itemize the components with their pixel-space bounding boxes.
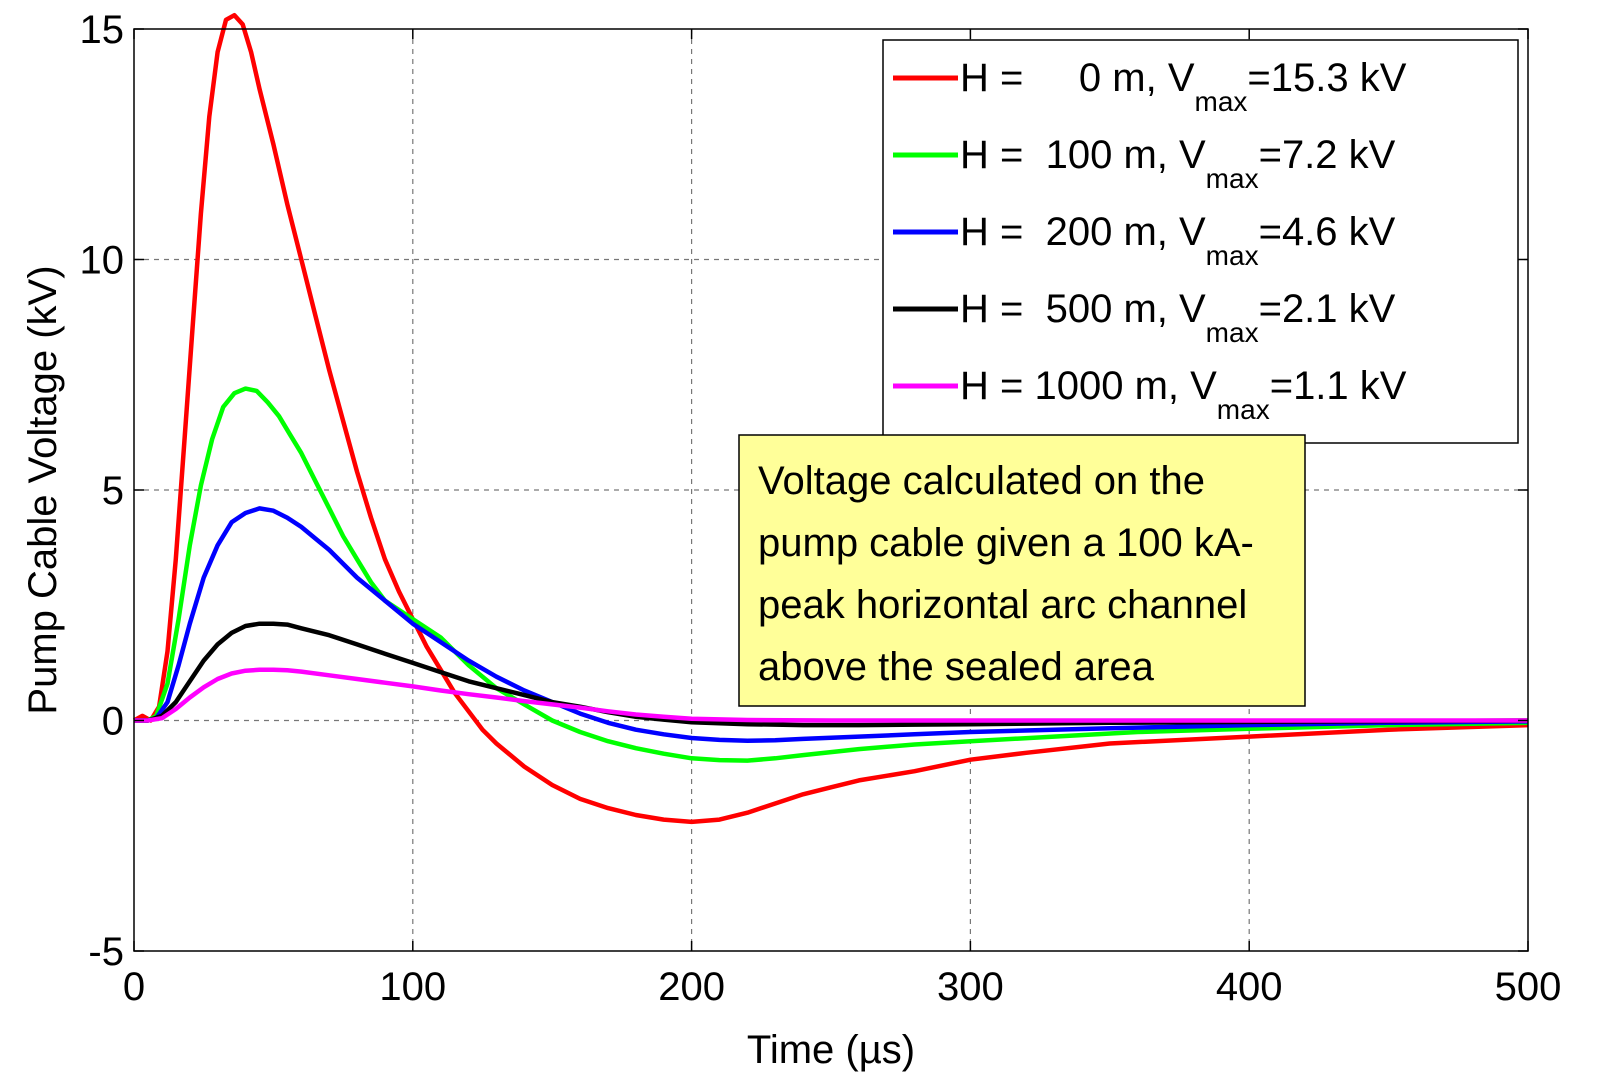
y-tick-label: 5 [102, 469, 124, 513]
legend: H = 0 m, Vmax=15.3 kV H = 100 m, Vmax=7.2… [882, 39, 1519, 444]
annotation-box: Voltage calculated on the pump cable give… [738, 434, 1306, 707]
y-tick-label: 0 [102, 700, 124, 744]
series-line [134, 621, 1529, 728]
annotation-line: peak horizontal arc channel [758, 583, 1247, 627]
series-lines [132, 12, 1529, 825]
y-tick-label: 15 [80, 8, 125, 52]
legend-entry: H = 1000 m, Vmax=1.1 kV [960, 364, 1407, 425]
legend-entry: H = 0 m, Vmax=15.3 kV [960, 56, 1407, 117]
x-tick-label: 300 [937, 965, 1004, 1009]
annotation-box-bg [738, 434, 1306, 707]
series-line [134, 386, 1529, 763]
x-tick-label: 500 [1495, 965, 1562, 1009]
y-axis-label: Pump Cable Voltage (kV) [21, 265, 65, 714]
x-tick-label: 100 [379, 965, 446, 1009]
x-axis-label: Time (µs) [747, 1028, 915, 1072]
legend-entry: H = 200 m, Vmax=4.6 kV [960, 210, 1396, 271]
y-tick-label: -5 [88, 930, 124, 974]
y-tick-label: 10 [80, 239, 125, 283]
x-tick-label: 200 [658, 965, 725, 1009]
x-tick-label: 400 [1216, 965, 1283, 1009]
annotation-line: Voltage calculated on the [758, 459, 1205, 503]
annotation-line: above the sealed area [758, 645, 1155, 689]
series-line [134, 667, 1528, 723]
legend-entry: H = 500 m, Vmax=2.1 kV [960, 287, 1396, 348]
x-tick-label: 0 [123, 965, 145, 1009]
series-line [134, 506, 1529, 744]
annotation-line: pump cable given a 100 kA- [758, 521, 1254, 565]
legend-box [882, 39, 1519, 444]
legend-entry: H = 100 m, Vmax=7.2 kV [960, 133, 1396, 194]
